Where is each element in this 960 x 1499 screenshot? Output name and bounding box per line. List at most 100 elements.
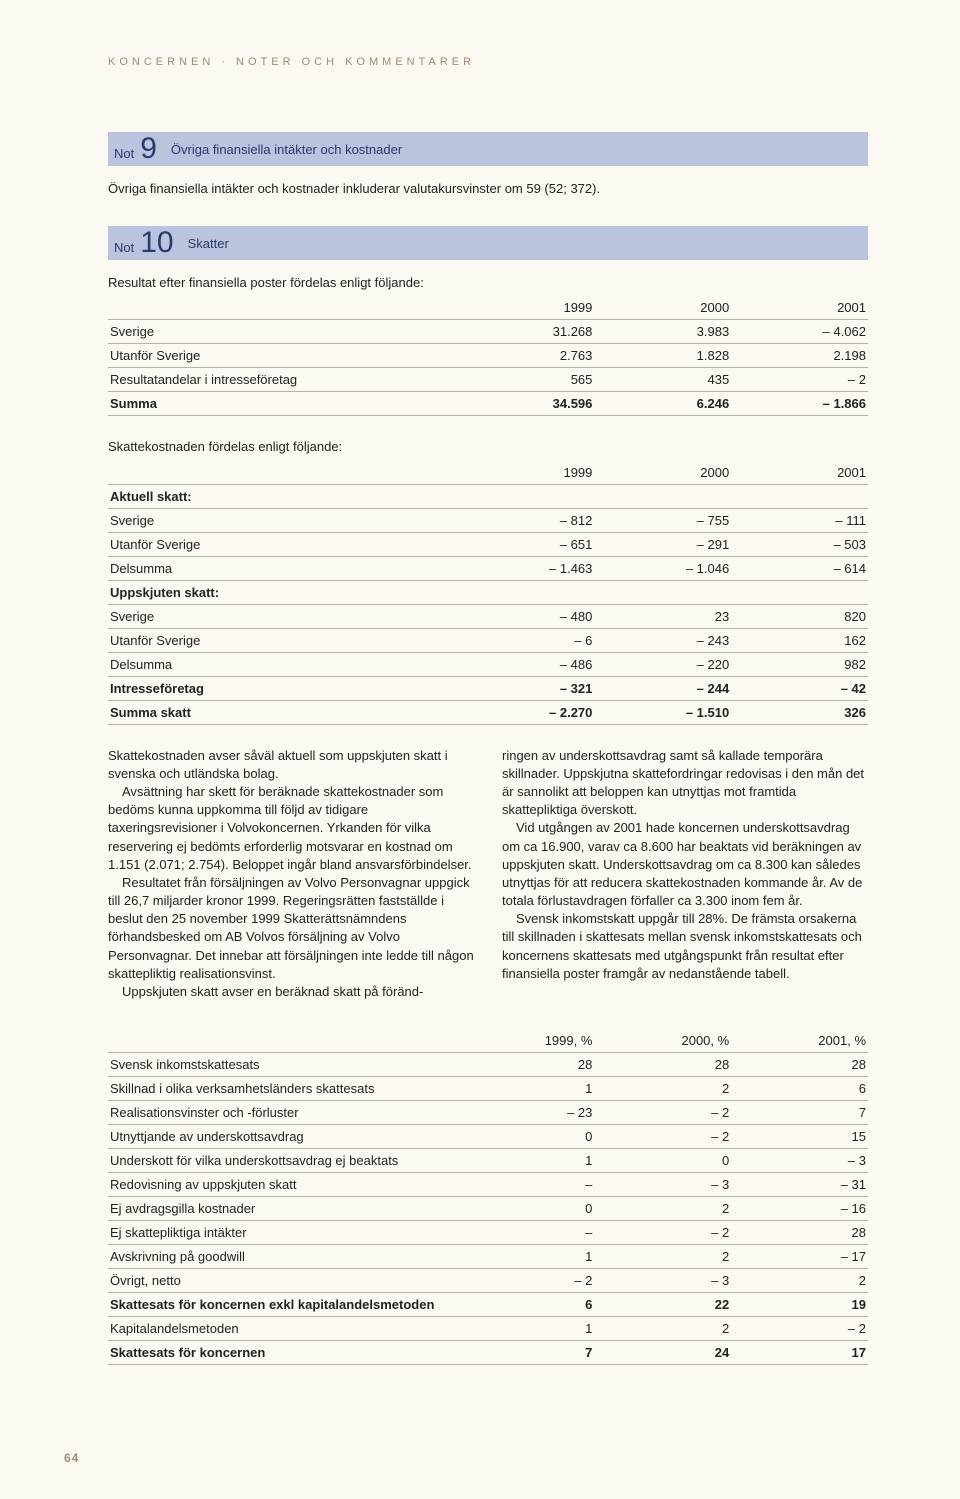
table-cell: 162 [731,628,868,652]
table-row: Aktuell skatt: [108,484,868,508]
table-cell [458,484,595,508]
table-cell: – 2 [594,1125,731,1149]
table-row: Realisationsvinster och -förluster– 23– … [108,1101,868,1125]
table-cell: 6 [458,1293,595,1317]
table-cell: – 503 [731,532,868,556]
table-row: Kapitalandelsmetoden12– 2 [108,1317,868,1341]
table-cell: – [458,1173,595,1197]
table-cell: – [458,1221,595,1245]
table-cell: – 4.062 [731,320,868,344]
table-cell: 7 [731,1101,868,1125]
table-cell: 326 [731,700,868,724]
table-cell: 19 [731,1293,868,1317]
table-header-cell: 1999 [458,296,595,320]
table-cell: – 2 [594,1221,731,1245]
table-cell: 1.828 [594,344,731,368]
table-cell: – 1.463 [458,556,595,580]
table-row: Skattesats för koncernen72417 [108,1341,868,1365]
page-kicker: KONCERNEN · NOTER OCH KOMMENTARER [108,56,868,68]
table-cell: – 812 [458,508,595,532]
table-cell: Skillnad i olika verksamhetsländers skat… [108,1077,458,1101]
body-para: Avsättning har skett för beräknade skatt… [108,783,474,874]
table-1: 199920002001Sverige31.2683.983– 4.062Uta… [108,296,868,416]
table-cell: 28 [594,1053,731,1077]
table-cell: – 3 [594,1269,731,1293]
table-row: Skattesats för koncernen exkl kapitaland… [108,1293,868,1317]
table-cell: – 2 [731,1317,868,1341]
table-header-cell: 1999 [458,461,595,485]
table-cell: Sverige [108,508,458,532]
table-cell: 982 [731,652,868,676]
table-header-cell: 1999, % [458,1029,595,1053]
table-cell: 0 [458,1125,595,1149]
table-2: 199920002001Aktuell skatt:Sverige– 812– … [108,461,868,725]
body-text-columns: Skattekostnaden avser såväl aktuell som … [108,747,868,1002]
table-cell: Övrigt, netto [108,1269,458,1293]
table-cell: – 614 [731,556,868,580]
table-cell: Skattesats för koncernen exkl kapitaland… [108,1293,458,1317]
table-cell [594,484,731,508]
table-header-cell: 2000 [594,296,731,320]
table-cell: Uppskjuten skatt: [108,580,458,604]
table-cell: Utanför Sverige [108,628,458,652]
note-title: Skatter [188,236,229,251]
table-cell: – 42 [731,676,868,700]
body-para: Uppskjuten skatt avser en beräknad skatt… [108,983,474,1001]
table-cell: – 244 [594,676,731,700]
table-cell: – 23 [458,1101,595,1125]
table-cell: Avskrivning på goodwill [108,1245,458,1269]
table-row: Utanför Sverige– 6– 243162 [108,628,868,652]
table-row: Ej skattepliktiga intäkter–– 228 [108,1221,868,1245]
table-cell: 2 [594,1077,731,1101]
table-cell: Aktuell skatt: [108,484,458,508]
table-row: Underskott för vilka underskottsavdrag e… [108,1149,868,1173]
table-row: Intresseföretag– 321– 244– 42 [108,676,868,700]
table-cell: – 651 [458,532,595,556]
table-cell [731,580,868,604]
table-cell [594,580,731,604]
table-cell: 6 [731,1077,868,1101]
table-cell: 31.268 [458,320,595,344]
table-cell: 2 [594,1197,731,1221]
table-row: Utanför Sverige2.7631.8282.198 [108,344,868,368]
table-cell: 0 [458,1197,595,1221]
table-cell: 1 [458,1077,595,1101]
body-para: ringen av underskottsavdrag samt så kall… [502,747,868,820]
body-para: Skattekostnaden avser såväl aktuell som … [108,747,474,783]
body-left-column: Skattekostnaden avser såväl aktuell som … [108,747,474,1002]
table-cell: Summa [108,392,458,416]
table-cell: – 1.046 [594,556,731,580]
table-cell: 1 [458,1149,595,1173]
table-cell: Delsumma [108,556,458,580]
table-cell: – 291 [594,532,731,556]
table-cell: – 3 [731,1149,868,1173]
table-cell: – 243 [594,628,731,652]
table-cell: – 480 [458,604,595,628]
table-cell: Kapitalandelsmetoden [108,1317,458,1341]
table-row: Utanför Sverige– 651– 291– 503 [108,532,868,556]
table-cell: 28 [731,1221,868,1245]
table-row: Resultatandelar i intresseföretag565435–… [108,368,868,392]
table-cell: 2 [731,1269,868,1293]
table-cell: 435 [594,368,731,392]
table-row: Utnyttjande av underskottsavdrag0– 215 [108,1125,868,1149]
note-10-intro-1: Resultat efter finansiella poster fördel… [108,274,868,292]
table-cell: 2.198 [731,344,868,368]
table-cell: – 2 [731,368,868,392]
body-para: Svensk inkomstskatt uppgår till 28%. De … [502,910,868,983]
table-cell: 2.763 [458,344,595,368]
table-cell: Redovisning av uppskjuten skatt [108,1173,458,1197]
table-cell: Utnyttjande av underskottsavdrag [108,1125,458,1149]
note-number: 9 [140,134,157,164]
table-row: Övrigt, netto– 2– 32 [108,1269,868,1293]
table-row: Delsumma– 486– 220982 [108,652,868,676]
note-9-intro: Övriga finansiella intäkter och kostnade… [108,180,868,198]
note-10-header: Not 10 Skatter [108,226,868,260]
table-cell: – 220 [594,652,731,676]
body-para: Vid utgången av 2001 hade koncernen unde… [502,819,868,910]
table-cell: 22 [594,1293,731,1317]
table-cell: – 486 [458,652,595,676]
note-title: Övriga finansiella intäkter och kostnade… [171,142,402,157]
table-header-cell [108,461,458,485]
table-cell: – 17 [731,1245,868,1269]
